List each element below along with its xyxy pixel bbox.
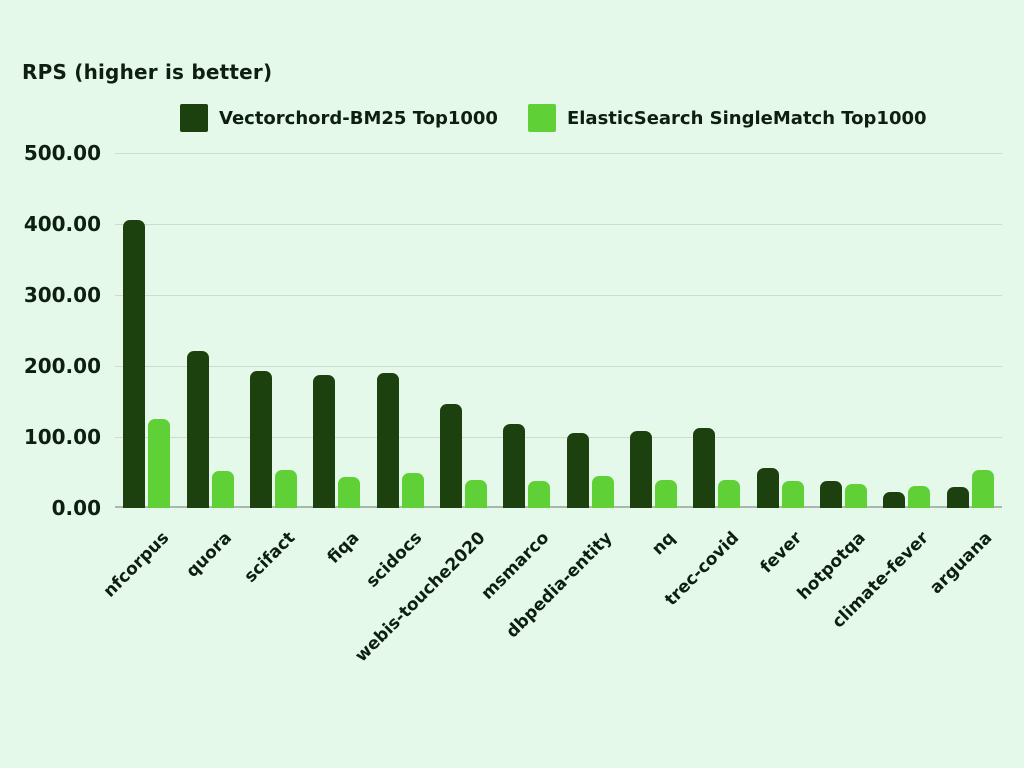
- chart-title: RPS (higher is better): [22, 60, 273, 84]
- bar-elasticsearch-arguana: [971, 469, 994, 508]
- bar-group-nfcorpus: nfcorpus: [99, 153, 178, 602]
- y-tick-label-400: 400.00: [23, 212, 101, 236]
- legend-label-vectorchord: Vectorchord-BM25 Top1000: [219, 107, 498, 129]
- gridline-500: [115, 153, 1002, 154]
- bar-elasticsearch-climate-fever: [908, 486, 931, 508]
- y-tick-label-100: 100.00: [23, 425, 101, 449]
- gridline-0: [115, 506, 1002, 508]
- x-tick-label-arguana: arguana: [926, 528, 997, 599]
- bar-vectorchord-climate-fever: [883, 491, 906, 508]
- gridline-400: [115, 224, 1002, 225]
- bar-vectorchord-webis-touche2020: [439, 403, 462, 508]
- bar-group-fiqa: fiqa: [305, 153, 368, 568]
- gridline-200: [115, 366, 1002, 367]
- x-tick-label-fever: fever: [756, 528, 807, 578]
- bar-group-fever: fever: [749, 153, 812, 577]
- legend-item-elasticsearch: ElasticSearch SingleMatch Top1000: [527, 104, 927, 132]
- bar-vectorchord-dbpedia-entity: [566, 432, 589, 508]
- legend-label-elasticsearch: ElasticSearch SingleMatch Top1000: [566, 107, 927, 129]
- bar-vectorchord-hotpotqa: [820, 481, 843, 508]
- bar-vectorchord-fiqa: [313, 374, 336, 508]
- bar-elasticsearch-nq: [655, 479, 678, 508]
- bar-elasticsearch-msmarco: [528, 481, 551, 508]
- bar-groups: nfcorpus quora scifact fiqa scidocs webis-tou…: [99, 153, 1002, 666]
- bar-vectorchord-quora: [186, 351, 209, 508]
- bar-group-climate-fever: climate-fever: [829, 153, 938, 632]
- y-tick-label-300: 300.00: [23, 283, 101, 307]
- x-tick-label-scidocs: scidocs: [362, 528, 427, 592]
- x-tick-label-dbpedia-entity: dbpedia-entity: [502, 528, 617, 643]
- x-tick-label-fiqa: fiqa: [323, 528, 363, 568]
- bar-group-webis-touche2020: webis-touche2020: [351, 153, 495, 666]
- x-tick-label-nq: nq: [648, 528, 680, 560]
- bar-group-trec-covid: trec-covid: [661, 153, 748, 610]
- bar-vectorchord-arguana: [946, 486, 969, 508]
- bar-elasticsearch-hotpotqa: [845, 483, 868, 508]
- plot-area: nfcorpus quora scifact fiqa scidocs webis-tou…: [99, 153, 1002, 666]
- bar-group-quora: quora: [178, 153, 241, 582]
- legend: Vectorchord-BM25 Top1000 ElasticSearch S…: [180, 104, 927, 132]
- y-axis: 500.00 400.00 300.00 200.00 100.00 0.00: [0, 141, 101, 520]
- bar-vectorchord-nq: [630, 430, 653, 508]
- bar-vectorchord-scifact: [249, 370, 272, 508]
- bar-elasticsearch-quora: [211, 471, 234, 508]
- bar-group-nq: nq: [622, 153, 685, 559]
- bar-elasticsearch-fever: [781, 481, 804, 508]
- bar-elasticsearch-fiqa: [338, 476, 361, 508]
- x-tick-label-quora: quora: [182, 528, 237, 582]
- x-tick-label-nfcorpus: nfcorpus: [99, 528, 173, 602]
- bar-elasticsearch-dbpedia-entity: [591, 476, 614, 508]
- y-tick-label-0: 0.00: [51, 496, 101, 520]
- bar-vectorchord-fever: [756, 468, 779, 508]
- bar-elasticsearch-webis-touche2020: [464, 480, 487, 508]
- bar-group-arguana: arguana: [926, 153, 1002, 598]
- y-tick-label-200: 200.00: [23, 354, 101, 378]
- bar-group-scifact: scifact: [241, 153, 305, 587]
- gridline-100: [115, 437, 1002, 438]
- legend-swatch-vectorchord-icon: [180, 104, 208, 132]
- y-tick-label-500: 500.00: [23, 141, 101, 165]
- bar-elasticsearch-nfcorpus: [148, 418, 171, 508]
- bar-group-scidocs: scidocs: [363, 153, 431, 592]
- gridline-300: [115, 295, 1002, 296]
- bar-vectorchord-scidocs: [376, 373, 399, 508]
- bar-elasticsearch-scidocs: [401, 473, 424, 508]
- legend-swatch-elasticsearch-icon: [527, 104, 556, 132]
- bar-vectorchord-nfcorpus: [123, 220, 146, 508]
- bar-group-dbpedia-entity: dbpedia-entity: [502, 153, 622, 642]
- x-tick-label-scifact: scifact: [240, 528, 300, 587]
- bar-elasticsearch-trec-covid: [718, 479, 741, 508]
- bar-vectorchord-trec-covid: [693, 428, 716, 508]
- x-tick-label-webis-touche2020: webis-touche2020: [351, 528, 490, 667]
- bar-elasticsearch-scifact: [274, 470, 297, 508]
- bar-group-msmarco: msmarco: [477, 153, 558, 604]
- bar-group-hotpotqa: hotpotqa: [794, 153, 875, 604]
- legend-item-vectorchord: Vectorchord-BM25 Top1000: [180, 104, 498, 132]
- bar-vectorchord-msmarco: [503, 423, 526, 508]
